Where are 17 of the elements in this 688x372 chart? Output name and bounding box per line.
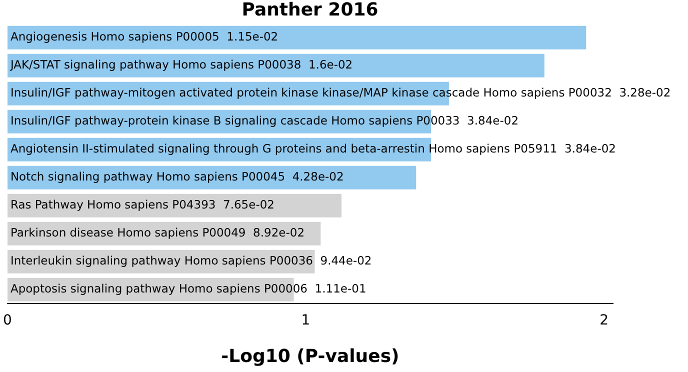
y-tick-label: Notch signaling pathway Homo sapiens P00045 4.28e-02 <box>10 170 344 184</box>
x-axis-title: -Log10 (P-values) <box>221 346 400 367</box>
y-tick-label: Ras Pathway Homo sapiens P04393 7.65e-02 <box>10 198 274 212</box>
x-tick-label: 0 <box>2 312 12 329</box>
chart-title: Panther 2016 <box>242 0 378 20</box>
y-tick-label: Angiogenesis Homo sapiens P00005 1.15e-02 <box>10 30 278 44</box>
y-tick-label: Interleukin signaling pathway Homo sapiens P00036 9.44e-02 <box>10 254 372 268</box>
bar <box>7 54 544 78</box>
bar <box>7 26 586 50</box>
y-tick-label: Angiotensin II-stimulated signaling through G proteins and beta-arrestin Homo sapiens P05911 3.84e-02 <box>10 142 616 156</box>
y-tick-label: JAK/STAT signaling pathway Homo sapiens P00038 1.6e-02 <box>9 58 353 72</box>
y-tick-label: Insulin/IGF pathway-protein kinase B signaling cascade Homo sapiens P00033 3.84e-02 <box>10 114 519 128</box>
y-tick-label: Apoptosis signaling pathway Homo sapiens P00006 1.11e-01 <box>10 282 366 296</box>
y-tick-label: Insulin/IGF pathway-mitogen activated protein kinase kinase/MAP kinase cascade Homo sapiens P00032 3.28e-02 <box>10 86 671 100</box>
y-tick-label: Parkinson disease Homo sapiens P00049 8.92e-02 <box>10 226 305 240</box>
x-tick-label: 1 <box>301 312 310 329</box>
x-tick-label: 2 <box>600 312 609 329</box>
